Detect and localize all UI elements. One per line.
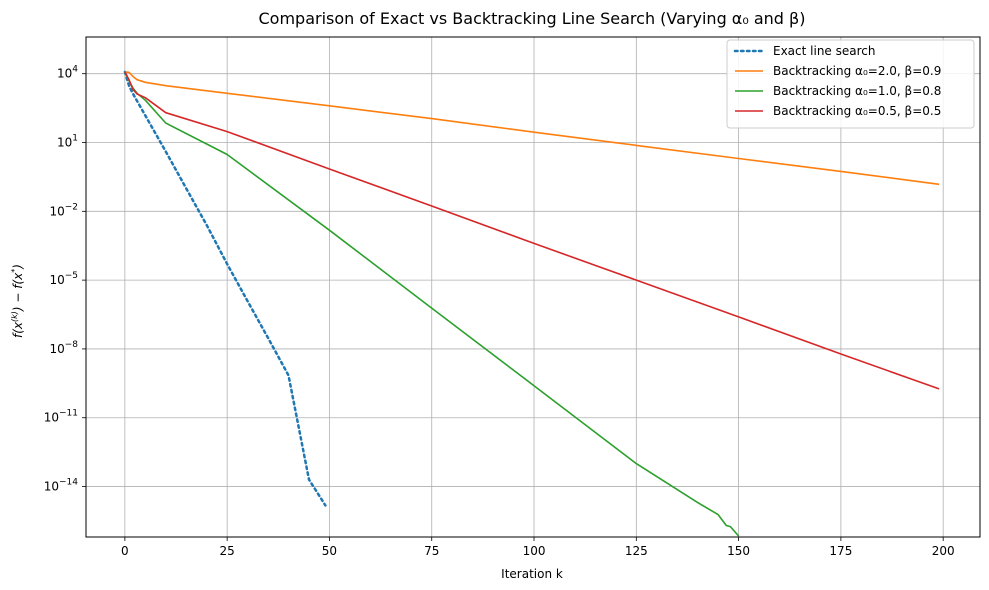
plot-frame bbox=[85, 36, 981, 538]
x-tick-label: 25 bbox=[220, 544, 235, 558]
x-tick-label: 150 bbox=[727, 544, 750, 558]
series-line-4 bbox=[124, 71, 940, 390]
x-tick-label: 200 bbox=[932, 544, 955, 558]
y-tick-label: 101 bbox=[57, 134, 78, 150]
y-axis-ticks: 104 101 10−2 10−5 10−8 10−11 10−14 bbox=[44, 65, 86, 494]
y-tick-label: 10−5 bbox=[49, 271, 78, 287]
legend-label: Exact line search bbox=[773, 44, 876, 58]
y-tick-label: 104 bbox=[57, 65, 78, 81]
y-tick-label: 10−2 bbox=[49, 202, 78, 218]
series-line-2 bbox=[124, 71, 940, 186]
legend-label: Backtracking α₀=2.0, β=0.9 bbox=[773, 64, 941, 78]
x-tick-label: 175 bbox=[829, 544, 852, 558]
y-tick-label: 10−11 bbox=[44, 409, 78, 425]
x-tick-label: 50 bbox=[322, 544, 337, 558]
x-tick-label: 125 bbox=[625, 544, 648, 558]
y-tick-label: 10−14 bbox=[44, 478, 79, 494]
x-axis-label: Iteration k bbox=[501, 567, 563, 581]
legend-label: Backtracking α₀=1.0, β=0.8 bbox=[773, 84, 941, 98]
x-axis-ticks: 0 25 50 75 100 125 150 175 200 bbox=[121, 537, 955, 558]
legend: Exact line search Backtracking α₀=2.0, β=… bbox=[726, 39, 975, 129]
chart-title: Comparison of Exact vs Backtracking Line… bbox=[258, 9, 805, 28]
y-tick-label: 10−8 bbox=[49, 340, 78, 356]
series-line-1 bbox=[123, 70, 327, 507]
x-tick-label: 100 bbox=[523, 544, 546, 558]
legend-box bbox=[726, 39, 975, 129]
legend-label: Backtracking α₀=0.5, β=0.5 bbox=[773, 104, 941, 118]
y-axis-label: f(x(k)) − f(x*) bbox=[10, 264, 25, 338]
series-layer bbox=[123, 70, 940, 537]
x-tick-label: 0 bbox=[121, 544, 129, 558]
x-tick-label: 75 bbox=[424, 544, 439, 558]
